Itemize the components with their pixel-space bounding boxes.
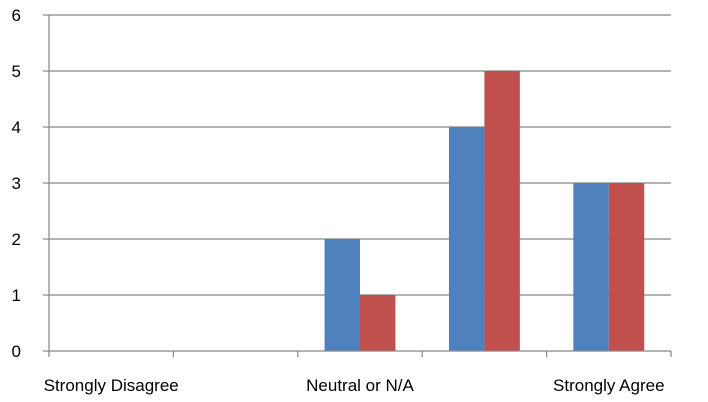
x-category-label: Strongly Disagree bbox=[44, 376, 179, 395]
bar-series2-cat5 bbox=[608, 183, 645, 351]
y-tick-label: 0 bbox=[12, 342, 21, 361]
bar-series1-cat3 bbox=[324, 239, 360, 351]
y-tick-label: 6 bbox=[12, 6, 21, 25]
bar-series1-cat4 bbox=[448, 127, 485, 351]
y-tick-label: 1 bbox=[12, 286, 21, 305]
x-category-label: Neutral or N/A bbox=[306, 376, 414, 395]
gridlines bbox=[49, 14, 671, 296]
x-category-labels: Strongly Disagree Neutral or N/A Strongly … bbox=[44, 376, 665, 395]
y-tick-label: 2 bbox=[12, 230, 21, 249]
bars bbox=[324, 71, 645, 351]
y-tick-label: 4 bbox=[12, 118, 21, 137]
bar-series1-cat5 bbox=[573, 183, 609, 351]
bar-series2-cat3 bbox=[360, 295, 396, 351]
y-tick-label: 3 bbox=[12, 174, 21, 193]
x-category-label: Strongly Agree bbox=[553, 376, 665, 395]
axes bbox=[43, 14, 672, 357]
y-tick-label: 5 bbox=[12, 62, 21, 81]
y-tick-labels: 0 1 2 3 4 5 6 bbox=[12, 6, 21, 361]
bar-series2-cat4 bbox=[484, 71, 520, 351]
